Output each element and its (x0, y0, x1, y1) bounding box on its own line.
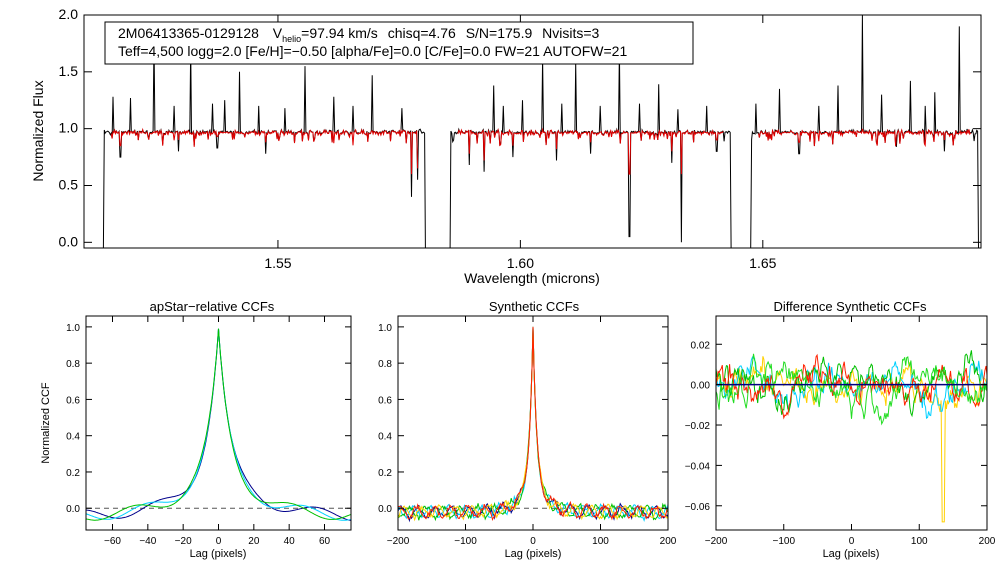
info-box (104, 21, 694, 65)
spectrum-y-tick-label: 0.0 (59, 233, 79, 249)
synthetic-ccf-x-tick-label: 100 (592, 536, 609, 547)
model-spectrum-chip-2 (457, 127, 724, 175)
synthetic-ccf-series-1 (398, 326, 668, 523)
apstar-ccf-y-axis-title: Normalized CCF (40, 382, 52, 464)
synthetic-ccf-x-tick-label: 200 (660, 536, 677, 547)
difference-ccf-x-tick-label: 100 (911, 536, 928, 547)
difference-ccf-y-tick-label: −0.06 (685, 502, 711, 513)
apstar-ccf-x-tick-label: 60 (319, 536, 331, 547)
difference-ccf-series (716, 350, 987, 523)
apstar-ccf-series-2 (86, 328, 351, 521)
nvisits-value: Nvisits=3 (542, 25, 599, 41)
synthetic-ccf-series-2 (398, 326, 668, 523)
apstar-ccf-x-tick-label: 0 (216, 536, 222, 547)
difference-ccf-x-tick-label: −100 (772, 536, 795, 547)
difference-ccf-series-3 (716, 350, 987, 418)
difference-ccf-ticks: −200 −100 0 100 200 −0.06 −0.04 −0.02 0.00 0.02 (685, 316, 996, 547)
apstar-ccf-y-tick-label: 1.0 (66, 323, 80, 334)
synthetic-ccf-y-tick-label: 1.0 (378, 323, 392, 334)
difference-ccf-y-tick-label: 0.02 (691, 340, 711, 351)
apstar-ccf-series-1 (86, 328, 351, 521)
apstar-ccf-x-tick-label: 40 (284, 536, 296, 547)
synthetic-ccf-series-5 (398, 326, 668, 522)
info-line-2: Teff=4,500 logg=2.0 [Fe/H]=−0.50 [alpha/… (118, 43, 627, 59)
apstar-ccf-ticks: −60 −40 −20 0 20 40 60 0.0 0.2 0.4 0.6 0.8 1.0 (66, 316, 351, 547)
difference-ccf-title: Difference Synthetic CCFs (774, 299, 927, 314)
synthetic-ccf-x-tick-label: −200 (387, 536, 410, 547)
synthetic-ccf-series-3 (398, 326, 668, 522)
observed-spectrum-chip-2 (449, 49, 732, 248)
chisq-value: chisq=4.76 (388, 25, 456, 41)
spectrum-x-tick-label: 1.60 (507, 255, 534, 271)
vhelio-value: =97.94 km/s (301, 25, 378, 41)
difference-ccf-x-tick-label: 0 (849, 536, 855, 547)
snr-value: S/N=175.9 (466, 25, 533, 41)
synthetic-ccf-panel: Synthetic CCFs −200 −100 0 100 200 0.0 0.2 0.4 0… (378, 299, 677, 560)
spectrum-y-tick-label: 1.5 (59, 63, 79, 79)
synthetic-ccf-series (398, 326, 668, 523)
apstar-ccf-y-tick-label: 0.8 (66, 359, 80, 370)
synthetic-ccf-title: Synthetic CCFs (489, 299, 580, 314)
synthetic-ccf-x-tick-label: 0 (530, 536, 536, 547)
difference-ccf-y-tick-label: −0.04 (685, 461, 711, 472)
apstar-ccf-x-tick-label: −60 (104, 536, 121, 547)
info-line-1: 2M06413365-0129128 Vhelio=97.94 km/s chi… (118, 25, 600, 44)
vhelio-prefix: V (273, 25, 283, 41)
apstar-ccf-y-tick-label: 0.6 (66, 395, 80, 406)
spectrum-x-tick-label: 1.55 (264, 255, 291, 271)
apstar-ccf-panel: apStar−relative CCFs −60 −40 −20 0 20 40 60 0.0… (40, 299, 352, 560)
apstar-ccf-x-axis-title: Lag (pixels) (190, 548, 247, 560)
vhelio-subscript: helio (282, 34, 301, 44)
object-id: 2M06413365-0129128 (118, 25, 259, 41)
spectrum-x-axis-title: Wavelength (microns) (464, 270, 600, 286)
apstar-ccf-frame (85, 315, 352, 531)
spectrum-y-tick-label: 2.0 (59, 6, 79, 22)
apstar-ccf-x-tick-label: 20 (248, 536, 260, 547)
model-spectrum-chip-3 (758, 128, 972, 148)
observed-spectrum-chip-1 (102, 37, 426, 248)
difference-ccf-series-4 (716, 353, 987, 420)
spectrum-panel: 1.55 1.60 1.65 0.0 0.5 1.0 1.5 2.0 2M06413365-0… (30, 6, 982, 286)
spectrum-y-tick-label: 1.0 (59, 120, 79, 136)
difference-ccf-frame (715, 315, 988, 531)
apstar-ccf-y-tick-label: 0.2 (66, 468, 80, 479)
synthetic-ccf-x-axis-title: Lag (pixels) (505, 548, 562, 560)
spectrum-series (102, 15, 979, 248)
synthetic-ccf-y-tick-label: 0.0 (378, 504, 392, 515)
spectrum-plot-frame (83, 14, 982, 249)
model-spectrum-chip-1 (110, 127, 419, 175)
apstar-ccf-title: apStar−relative CCFs (150, 299, 275, 314)
difference-ccf-series-1 (716, 356, 987, 523)
apstar-ccf-x-tick-label: −20 (175, 536, 192, 547)
synthetic-ccf-y-tick-label: 0.4 (378, 432, 392, 443)
synthetic-ccf-frame (397, 315, 669, 531)
difference-ccf-y-tick-label: 0.00 (691, 381, 711, 392)
difference-ccf-series-5 (716, 353, 987, 426)
spectrum-y-axis-title: Normalized Flux (30, 80, 46, 181)
apstar-ccf-x-tick-label: −40 (139, 536, 156, 547)
synthetic-ccf-x-tick-label: −100 (454, 536, 477, 547)
spectrum-x-tick-label: 1.65 (749, 255, 776, 271)
apstar-ccf-series (86, 328, 351, 521)
difference-ccf-panel: Difference Synthetic CCFs −200 −100 0 100 20… (685, 299, 996, 560)
synthetic-ccf-series-4 (398, 326, 668, 522)
synthetic-ccf-ticks: −200 −100 0 100 200 0.0 0.2 0.4 0.6 0.8 1.0 (378, 316, 677, 547)
difference-ccf-x-tick-label: 200 (979, 536, 996, 547)
difference-ccf-x-tick-label: −200 (705, 536, 728, 547)
spectrum-y-tick-label: 0.5 (59, 176, 79, 192)
apstar-ccf-y-tick-label: 0.0 (66, 504, 80, 515)
synthetic-ccf-y-tick-label: 0.2 (378, 468, 392, 479)
difference-ccf-y-tick-label: −0.02 (685, 421, 711, 432)
apstar-ccf-series-3 (86, 328, 351, 521)
apstar-ccf-y-tick-label: 0.4 (66, 432, 80, 443)
synthetic-ccf-y-tick-label: 0.8 (378, 359, 392, 370)
spectrum-ticks: 1.55 1.60 1.65 0.0 0.5 1.0 1.5 2.0 (59, 6, 981, 271)
difference-ccf-x-axis-title: Lag (pixels) (823, 548, 880, 560)
synthetic-ccf-y-tick-label: 0.6 (378, 395, 392, 406)
